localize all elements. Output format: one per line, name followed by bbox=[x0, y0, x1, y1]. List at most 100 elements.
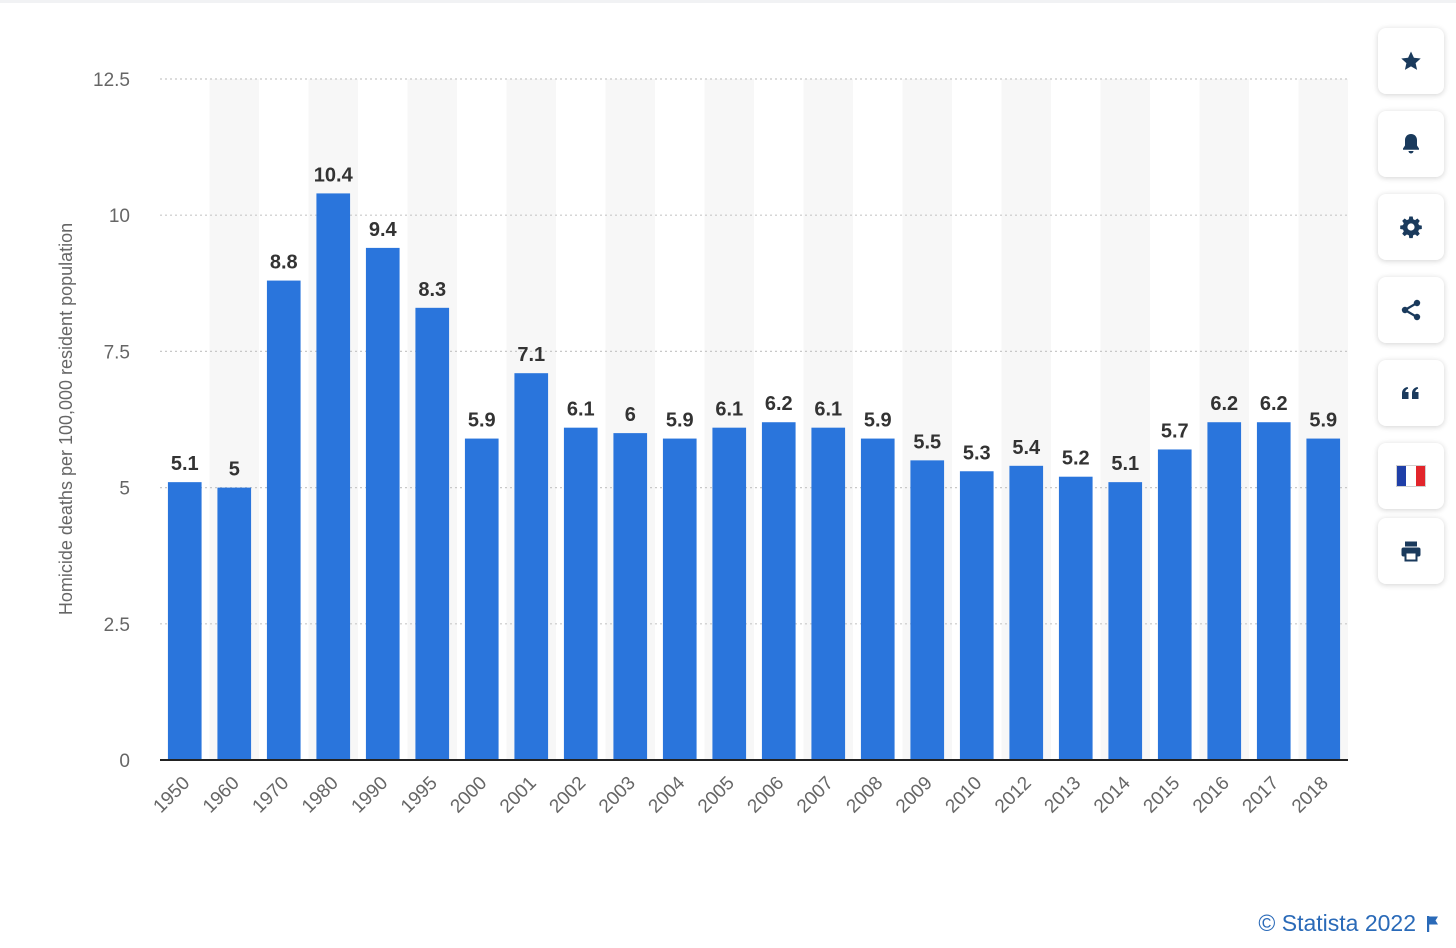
x-tick-label: 1980 bbox=[298, 773, 343, 818]
x-tick-label: 1960 bbox=[199, 773, 244, 818]
value-label: 6.1 bbox=[715, 399, 743, 421]
x-tick-label: 2001 bbox=[496, 773, 541, 818]
value-label: 5.9 bbox=[864, 410, 892, 432]
flag-icon[interactable] bbox=[1426, 915, 1440, 933]
value-label: 9.4 bbox=[369, 219, 398, 241]
x-tick-label: 2006 bbox=[744, 773, 789, 818]
share-icon bbox=[1401, 299, 1421, 321]
bars bbox=[167, 193, 1341, 760]
bar bbox=[811, 427, 846, 760]
bar bbox=[563, 427, 598, 760]
bar bbox=[217, 487, 252, 760]
value-label: 5.9 bbox=[666, 410, 694, 432]
value-label: 6.2 bbox=[1210, 393, 1238, 415]
print-button[interactable] bbox=[1378, 518, 1444, 584]
bar bbox=[1306, 438, 1341, 760]
quote-icon bbox=[1402, 387, 1419, 399]
language-button[interactable] bbox=[1378, 443, 1444, 509]
bar bbox=[662, 438, 697, 760]
bar bbox=[464, 438, 499, 760]
x-tick-label: 1995 bbox=[397, 773, 442, 818]
value-labels: 5.1 5 8.8 10.4 9.4 8.3 5.9 7.1 6.1 6 5.9 6.1 6.2 6.1 5… bbox=[171, 164, 1337, 480]
bar bbox=[266, 280, 301, 760]
bar-chart: 0 2.5 5 7.5 10 12.5 5.1 5 8.8 10.4 9.4 8.3 5.9 7.1 6.… bbox=[56, 70, 1348, 817]
value-label: 6.2 bbox=[765, 393, 793, 415]
bar bbox=[316, 193, 351, 760]
bar bbox=[1009, 465, 1044, 760]
bar bbox=[860, 438, 895, 760]
x-tick-label: 2016 bbox=[1189, 773, 1234, 818]
y-tick-label: 10 bbox=[109, 206, 130, 227]
bell-icon bbox=[1403, 134, 1419, 154]
value-label: 8.3 bbox=[418, 279, 446, 301]
x-tick-label: 2005 bbox=[694, 773, 739, 818]
x-tick-label: 2018 bbox=[1288, 773, 1333, 818]
bar bbox=[959, 471, 994, 760]
x-tick-labels: 1950 1960 1970 1980 1990 1995 2000 2001 2002 2003… bbox=[150, 772, 1333, 817]
x-tick-label: 2017 bbox=[1239, 773, 1284, 818]
value-label: 6.1 bbox=[567, 399, 595, 421]
bar bbox=[1108, 482, 1143, 760]
bar bbox=[761, 422, 796, 760]
print-icon bbox=[1401, 541, 1421, 562]
bar bbox=[712, 427, 747, 760]
y-tick-label: 0 bbox=[119, 751, 130, 772]
bar bbox=[1058, 476, 1093, 760]
cite-button[interactable] bbox=[1378, 360, 1444, 426]
gridlines bbox=[160, 78, 1348, 625]
x-tick-label: 2007 bbox=[793, 773, 838, 818]
x-tick-label: 2015 bbox=[1140, 773, 1185, 818]
top-border bbox=[0, 0, 1456, 3]
value-label: 5.9 bbox=[468, 410, 496, 432]
y-tick-labels: 0 2.5 5 7.5 10 12.5 bbox=[93, 70, 130, 772]
value-label: 5.5 bbox=[913, 431, 941, 453]
value-label: 5.1 bbox=[171, 453, 199, 475]
value-label: 6.1 bbox=[814, 399, 842, 421]
settings-button[interactable] bbox=[1378, 194, 1444, 260]
statista-credit: © Statista 2022 bbox=[1258, 910, 1440, 937]
x-tick-label: 2014 bbox=[1090, 772, 1135, 817]
share-button[interactable] bbox=[1378, 277, 1444, 343]
gear-icon bbox=[1400, 216, 1422, 239]
bar bbox=[365, 247, 400, 760]
x-tick-label: 1970 bbox=[249, 773, 294, 818]
bookmark-button[interactable] bbox=[1378, 28, 1444, 94]
x-tick-label: 2008 bbox=[843, 773, 888, 818]
value-label: 5.7 bbox=[1161, 420, 1189, 442]
x-tick-label: 1990 bbox=[348, 773, 393, 818]
value-label: 6.2 bbox=[1260, 393, 1288, 415]
x-tick-label: 2004 bbox=[645, 772, 690, 817]
x-tick-label: 2003 bbox=[595, 773, 640, 818]
x-tick-label: 2000 bbox=[447, 773, 492, 818]
bar bbox=[167, 482, 202, 760]
x-tick-label: 2002 bbox=[546, 773, 591, 818]
y-axis-title: Homicide deaths per 100,000 resident pop… bbox=[56, 223, 76, 615]
value-label: 5 bbox=[229, 459, 240, 481]
y-tick-label: 5 bbox=[119, 479, 130, 500]
bar bbox=[1157, 449, 1192, 760]
x-tick-label: 2010 bbox=[942, 773, 987, 818]
bar bbox=[1256, 422, 1291, 760]
bar bbox=[514, 373, 549, 760]
value-label: 6 bbox=[625, 404, 636, 426]
value-label: 5.3 bbox=[963, 442, 991, 464]
value-label: 10.4 bbox=[314, 164, 354, 186]
x-tick-label: 2013 bbox=[1041, 773, 1086, 818]
value-label: 8.8 bbox=[270, 252, 298, 274]
value-label: 5.4 bbox=[1012, 437, 1041, 459]
french-flag-icon bbox=[1396, 465, 1426, 487]
bar bbox=[415, 307, 450, 760]
credit-link[interactable]: © Statista 2022 bbox=[1258, 910, 1416, 936]
bar bbox=[613, 433, 648, 760]
x-tick-label: 2012 bbox=[991, 773, 1036, 818]
value-label: 7.1 bbox=[517, 344, 545, 366]
x-tick-label: 2009 bbox=[892, 773, 937, 818]
value-label: 5.1 bbox=[1111, 453, 1139, 475]
bar bbox=[910, 460, 945, 760]
x-tick-label: 1950 bbox=[150, 773, 195, 818]
notification-button[interactable] bbox=[1378, 111, 1444, 177]
value-label: 5.9 bbox=[1309, 410, 1337, 432]
star-icon bbox=[1401, 51, 1421, 70]
y-tick-label: 12.5 bbox=[93, 70, 130, 91]
value-label: 5.2 bbox=[1062, 448, 1090, 470]
